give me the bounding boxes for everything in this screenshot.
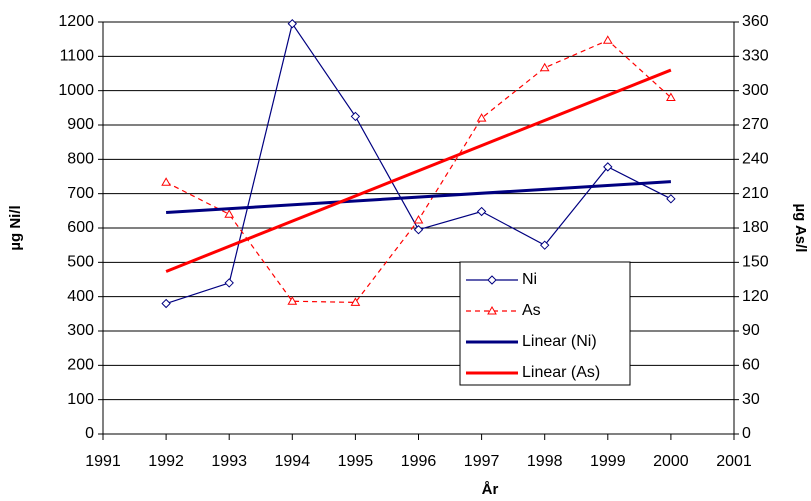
y2-tick-label: 120 bbox=[742, 288, 769, 305]
legend-label: As bbox=[522, 302, 541, 319]
y-tick-label: 1000 bbox=[58, 82, 94, 99]
x-tick-label: 2001 bbox=[716, 453, 752, 470]
legend-label: Linear (Ni) bbox=[522, 333, 597, 350]
x-tick-label: 1999 bbox=[590, 453, 626, 470]
y-tick-label: 300 bbox=[67, 322, 94, 339]
triangle-marker bbox=[161, 177, 171, 186]
x-tick-label: 1996 bbox=[401, 453, 437, 470]
x-tick-label: 2000 bbox=[653, 453, 689, 470]
diamond-marker bbox=[224, 278, 234, 288]
y2-tick-label: 240 bbox=[742, 151, 769, 168]
triangle-marker bbox=[413, 214, 424, 224]
y-tick-label: 800 bbox=[67, 151, 94, 168]
x-tick-label: 1995 bbox=[338, 453, 374, 470]
x-axis-title: År bbox=[482, 481, 499, 498]
y2-tick-label: 330 bbox=[742, 48, 769, 65]
y-tick-label: 100 bbox=[67, 391, 94, 408]
triangle-marker bbox=[224, 209, 235, 218]
x-tick-label: 1994 bbox=[275, 453, 311, 470]
y-tick-label: 900 bbox=[67, 116, 94, 133]
legend-label: Ni bbox=[522, 271, 537, 288]
y2-tick-label: 270 bbox=[742, 116, 769, 133]
triangle-marker bbox=[602, 35, 613, 44]
y-tick-label: 600 bbox=[67, 219, 94, 236]
x-tick-label: 1991 bbox=[85, 453, 121, 470]
y-tick-label: 500 bbox=[67, 254, 94, 271]
y2-tick-label: 210 bbox=[742, 185, 769, 202]
y-tick-label: 0 bbox=[85, 425, 94, 442]
diamond-marker bbox=[287, 19, 298, 29]
y-tick-label: 1200 bbox=[58, 13, 94, 30]
y2-tick-label: 180 bbox=[742, 219, 769, 236]
y2-tick-label: 90 bbox=[742, 322, 760, 339]
triangle-marker bbox=[350, 297, 361, 306]
triangle-marker bbox=[476, 113, 487, 122]
x-tick-label: 1992 bbox=[148, 453, 184, 470]
y2-tick-label: 60 bbox=[742, 357, 760, 374]
diamond-marker bbox=[487, 275, 497, 285]
y2-tick-label: 150 bbox=[742, 254, 769, 271]
x-tick-label: 1998 bbox=[527, 453, 563, 470]
y-tick-label: 400 bbox=[67, 288, 94, 305]
diamond-marker bbox=[413, 225, 424, 235]
y-tick-label: 200 bbox=[67, 357, 94, 374]
diamond-marker bbox=[666, 194, 676, 204]
legend-box bbox=[459, 261, 631, 386]
y2-tick-label: 0 bbox=[742, 425, 751, 442]
diamond-marker bbox=[161, 298, 171, 309]
triangle-marker bbox=[287, 296, 298, 305]
diamond-marker bbox=[476, 206, 487, 217]
y-tick-label: 1100 bbox=[60, 48, 95, 65]
legend-label: Linear (As) bbox=[522, 364, 600, 381]
y2-tick-label: 30 bbox=[742, 391, 760, 408]
diamond-marker bbox=[539, 240, 550, 250]
y-tick-label: 700 bbox=[67, 185, 94, 202]
y2-tick-label: 360 bbox=[742, 13, 769, 30]
x-tick-label: 1997 bbox=[464, 453, 500, 470]
trend-line bbox=[165, 68, 672, 273]
y2-axis-title: µg As/l bbox=[792, 204, 809, 253]
triangle-marker bbox=[539, 62, 550, 72]
triangle-marker bbox=[666, 92, 676, 102]
x-tick-label: 1993 bbox=[211, 453, 247, 470]
triangle-marker bbox=[487, 305, 497, 315]
y2-tick-label: 300 bbox=[742, 82, 769, 99]
y-axis-title: µg Ni/l bbox=[7, 205, 24, 250]
diamond-marker bbox=[350, 111, 361, 122]
diamond-marker bbox=[603, 162, 613, 172]
trend-line bbox=[166, 180, 671, 215]
